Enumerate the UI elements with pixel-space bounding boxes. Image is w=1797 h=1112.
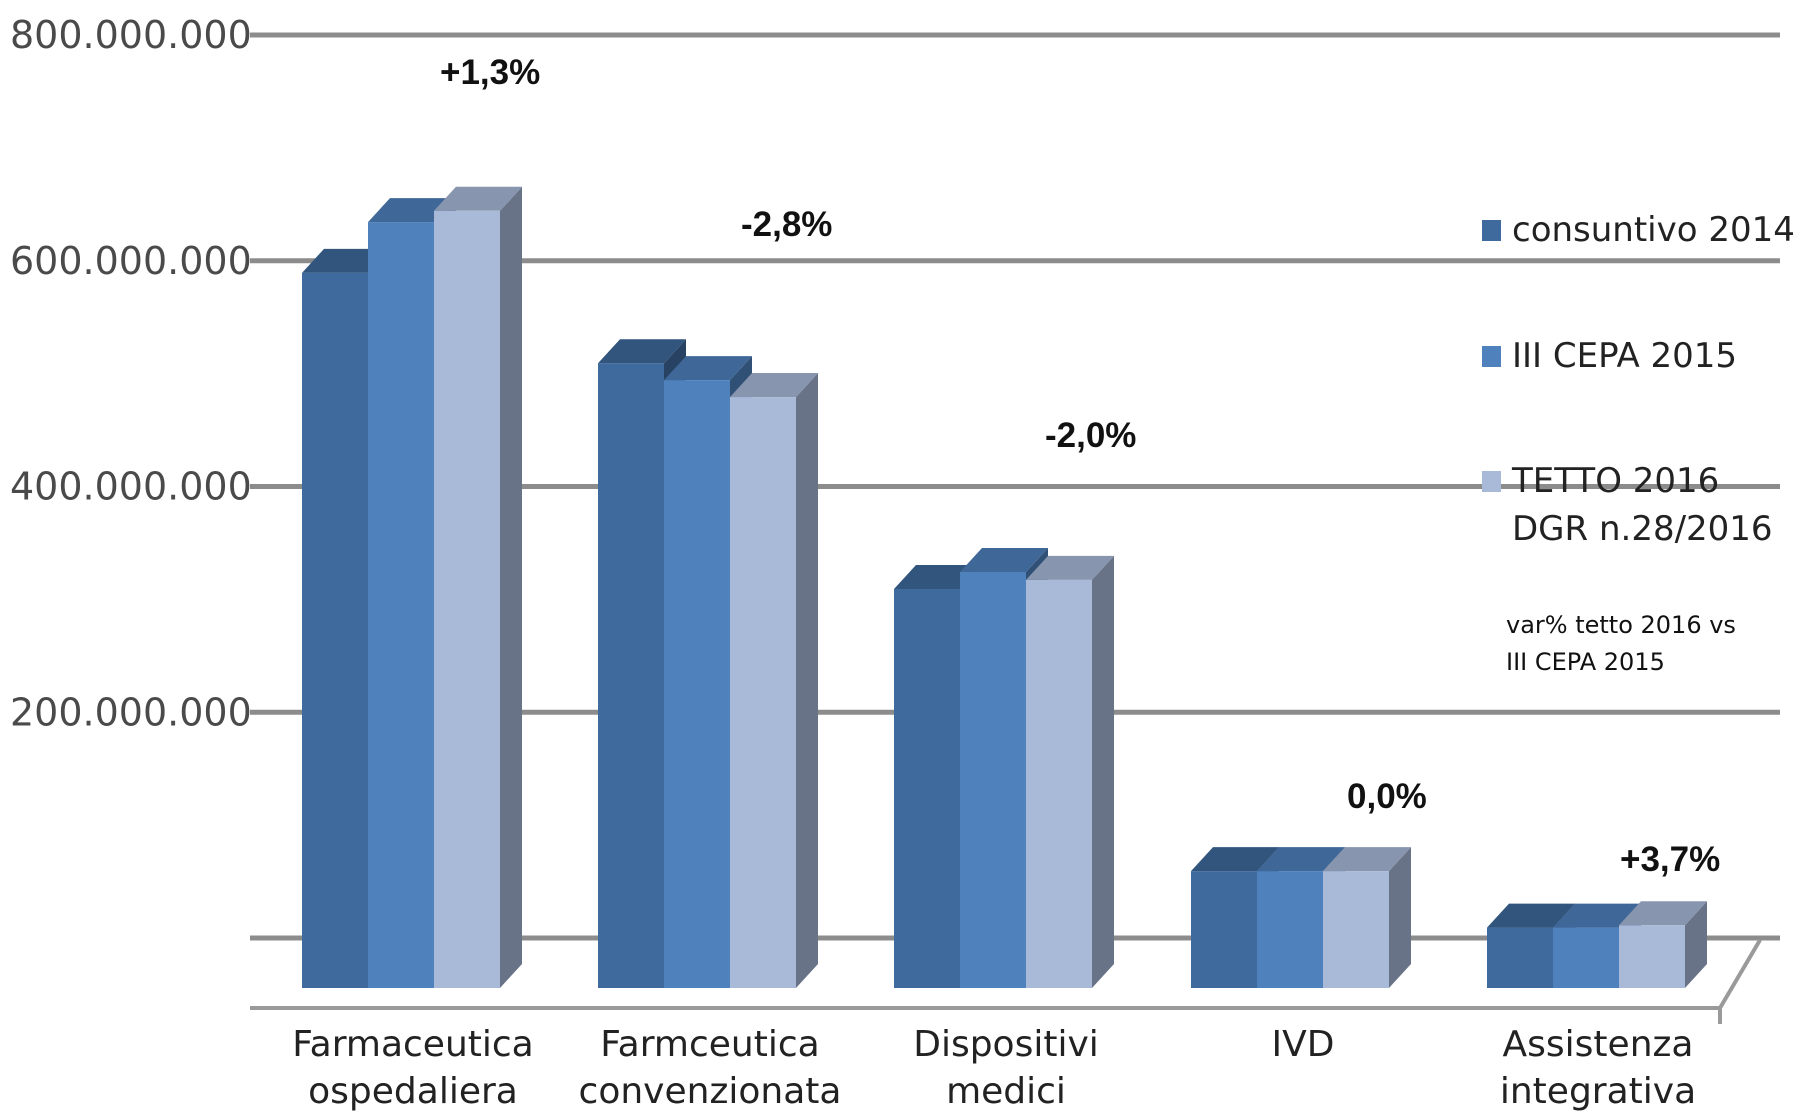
variation-label: 0,0% xyxy=(1347,777,1427,816)
legend-label: TETTO 2016 xyxy=(1511,461,1719,501)
bar-top xyxy=(1619,901,1707,926)
bar xyxy=(664,380,730,988)
bar xyxy=(434,210,500,988)
legend-swatch xyxy=(1482,346,1501,367)
variation-labels: +1,3% -2,8% -2,0% 0,0% +3,7% xyxy=(440,53,1720,879)
bar xyxy=(302,272,368,988)
bar-side xyxy=(796,373,818,988)
bar xyxy=(730,397,796,988)
category-label: Assistenza xyxy=(1503,1024,1694,1065)
variation-note: var% tetto 2016 vs xyxy=(1506,611,1736,639)
bar xyxy=(1257,871,1323,988)
variation-label: -2,0% xyxy=(1045,416,1136,455)
y-tick-label: 400.000.000 xyxy=(10,465,252,509)
variation-label: +3,7% xyxy=(1620,840,1720,879)
category-label: Dispositivi xyxy=(913,1024,1099,1065)
y-tick-label: 800.000.000 xyxy=(10,13,252,57)
category-label: Farmceutica xyxy=(600,1024,819,1065)
bar xyxy=(1323,871,1389,988)
variation-label: -2,8% xyxy=(741,205,832,244)
legend-label: DGR n.28/2016 xyxy=(1512,509,1773,549)
bar xyxy=(598,363,664,988)
bar-top xyxy=(960,548,1048,573)
bar-side xyxy=(1092,555,1114,988)
category-label: ospedaliera xyxy=(308,1071,518,1112)
bar xyxy=(1619,925,1685,988)
category-label: Farmaceutica xyxy=(292,1024,534,1065)
category-label: IVD xyxy=(1272,1024,1335,1065)
bar-side xyxy=(500,186,522,988)
legend-label: III CEPA 2015 xyxy=(1512,336,1737,376)
bar-side xyxy=(1685,901,1707,988)
bar xyxy=(960,572,1026,988)
legend-swatch xyxy=(1482,471,1501,492)
bar-top xyxy=(434,186,522,211)
bar xyxy=(1026,579,1092,988)
bar-top xyxy=(664,356,752,381)
bar xyxy=(1191,871,1257,988)
bar-top xyxy=(1553,903,1641,928)
bar xyxy=(894,588,960,988)
bar-top xyxy=(1487,903,1575,928)
bar xyxy=(1553,927,1619,988)
bar-top xyxy=(1026,555,1114,580)
bar-top xyxy=(730,373,818,398)
bar-side xyxy=(1389,847,1411,988)
variation-label: +1,3% xyxy=(440,53,540,92)
bars xyxy=(302,186,1707,988)
bar xyxy=(1487,927,1553,988)
bar-top xyxy=(1257,847,1345,872)
legend-swatch xyxy=(1482,220,1501,241)
bar-top xyxy=(1323,847,1411,872)
x-axis: Farmaceutica ospedaliera Farmceutica conven… xyxy=(292,1024,1696,1112)
y-axis: 800.000.000 600.000.000 400.000.000 200.000… xyxy=(10,13,252,734)
legend-label: consuntivo 2014 xyxy=(1512,210,1795,250)
category-label: convenzionata xyxy=(579,1071,842,1112)
chart-floor xyxy=(250,938,1762,1024)
y-tick-label: 200.000.000 xyxy=(10,690,252,734)
y-tick-label: 600.000.000 xyxy=(10,239,252,283)
legend: consuntivo 2014 III CEPA 2015 TETTO 2016 DG… xyxy=(1482,210,1795,676)
bar-top xyxy=(598,339,686,364)
category-label: integrativa xyxy=(1500,1071,1696,1112)
bar xyxy=(368,222,434,988)
bar-top xyxy=(1191,847,1279,872)
variation-note: III CEPA 2015 xyxy=(1506,648,1665,676)
category-label: medici xyxy=(946,1071,1066,1112)
